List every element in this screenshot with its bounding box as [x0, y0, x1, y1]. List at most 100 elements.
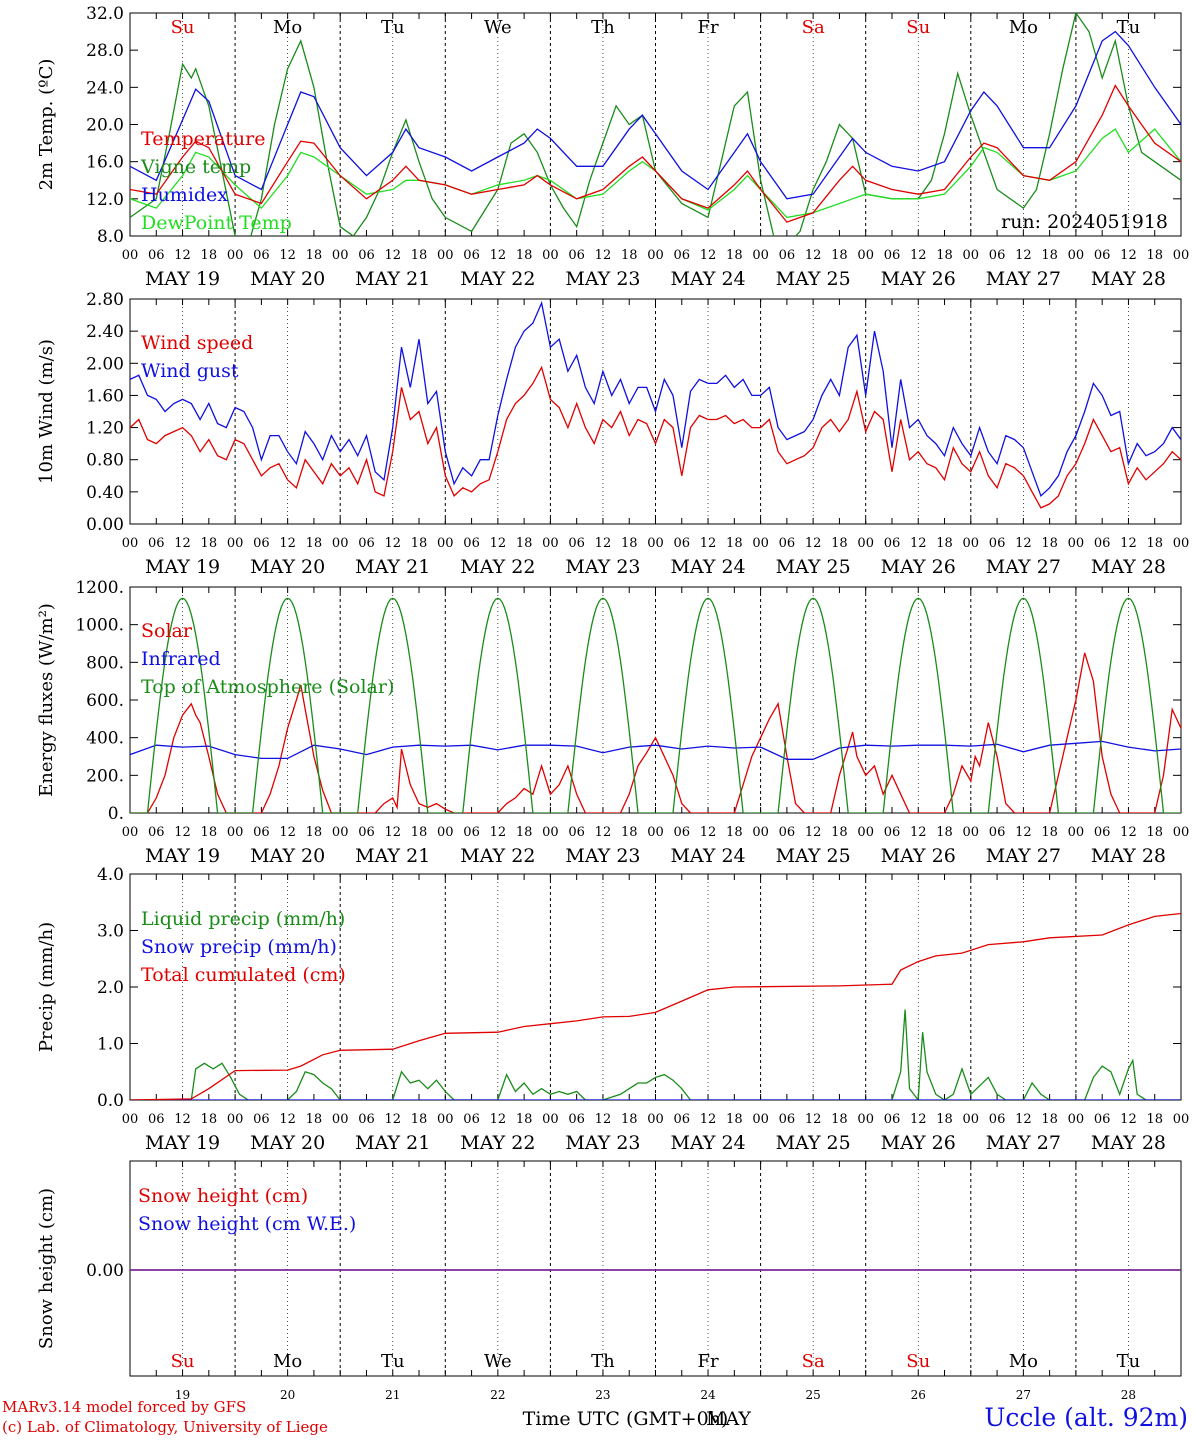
hour-tick-label: 00: [227, 248, 244, 263]
hour-tick-label: 00: [1173, 248, 1190, 263]
hour-tick-label: 00: [857, 248, 874, 263]
day-of-week-label: Tu: [1117, 17, 1141, 38]
y-tick-label: 1200.: [75, 578, 124, 598]
y-tick-label: 1.20: [86, 419, 124, 439]
hour-tick-label: 18: [411, 536, 428, 551]
date-label: MAY 25: [776, 556, 851, 578]
hour-tick-label: 12: [700, 1112, 717, 1127]
hour-tick-label: 12: [384, 536, 401, 551]
hour-tick-label: 00: [1068, 825, 1085, 840]
hour-tick-label: 06: [568, 248, 585, 263]
hour-tick-label: 06: [884, 1112, 901, 1127]
day-number-label: 25: [806, 1388, 821, 1402]
y-tick-label: 0.0: [97, 1091, 124, 1111]
hour-tick-label: 00: [542, 1112, 559, 1127]
y-axis-label: 2m Temp. (ºC): [36, 59, 57, 191]
hour-tick-label: 06: [779, 248, 796, 263]
series-line-top-of-atmosphere-solar-: [130, 597, 1181, 813]
y-tick-label: 1.60: [86, 386, 124, 406]
hour-tick-label: 00: [437, 248, 454, 263]
date-label: MAY 19: [145, 556, 220, 578]
legend-entry: Wind gust: [141, 360, 239, 382]
date-label: MAY 22: [460, 268, 535, 290]
y-tick-label: 800.: [86, 653, 124, 673]
hour-tick-label: 00: [647, 248, 664, 263]
date-label: MAY 19: [145, 1132, 220, 1154]
y-tick-label: 1.0: [97, 1035, 124, 1055]
hour-tick-label: 06: [568, 536, 585, 551]
y-tick-label: 3.0: [97, 922, 124, 942]
hour-tick-label: 18: [201, 1112, 218, 1127]
hour-tick-label: 12: [490, 825, 507, 840]
y-axis-label: 10m Wind (m/s): [36, 339, 57, 484]
hour-tick-label: 00: [332, 536, 349, 551]
hour-tick-label: 06: [1094, 248, 1111, 263]
hour-tick-label: 00: [227, 536, 244, 551]
hour-tick-label: 18: [831, 825, 848, 840]
hour-tick-label: 00: [857, 825, 874, 840]
y-tick-label: 0.00: [86, 1261, 124, 1281]
hour-tick-label: 18: [726, 536, 743, 551]
hour-tick-label: 18: [1146, 536, 1163, 551]
hour-tick-label: 06: [568, 825, 585, 840]
hour-tick-label: 06: [568, 1112, 585, 1127]
date-label: MAY 21: [355, 1132, 430, 1154]
hour-tick-label: 18: [1041, 536, 1058, 551]
y-tick-label: 8.0: [97, 227, 124, 247]
date-label: MAY 22: [460, 845, 535, 867]
hour-tick-label: 06: [253, 248, 270, 263]
legend-entry: Snow height (cm W.E.): [138, 1213, 356, 1235]
legend-entry: Vigne temp: [140, 156, 251, 178]
hour-tick-label: 12: [279, 825, 296, 840]
legend-entry: DewPoint Temp: [141, 212, 292, 234]
hour-tick-label: 12: [384, 248, 401, 263]
date-label: MAY 25: [776, 845, 851, 867]
y-tick-label: 0.00: [86, 515, 124, 535]
y-tick-label: 16.0: [86, 153, 124, 173]
date-label: MAY 19: [145, 845, 220, 867]
hour-tick-label: 12: [595, 536, 612, 551]
series-line-humidex: [130, 30, 1181, 200]
hour-tick-label: 06: [779, 825, 796, 840]
hour-tick-label: 06: [1094, 825, 1111, 840]
hour-tick-label: 18: [831, 248, 848, 263]
hour-tick-label: 00: [332, 825, 349, 840]
day-of-week-label: Fr: [698, 1351, 719, 1372]
hour-tick-label: 18: [621, 248, 638, 263]
hour-tick-label: 06: [884, 248, 901, 263]
y-tick-label: 20.0: [86, 116, 124, 136]
date-label: MAY 27: [986, 556, 1061, 578]
hour-tick-label: 12: [700, 536, 717, 551]
hour-tick-label: 18: [306, 1112, 323, 1127]
hour-tick-label: 18: [831, 536, 848, 551]
hour-tick-label: 18: [516, 1112, 533, 1127]
day-of-week-label: Mo: [1009, 17, 1038, 38]
day-of-week-label: Su: [906, 1351, 930, 1372]
hour-tick-label: 18: [936, 248, 953, 263]
date-label: MAY 23: [565, 556, 640, 578]
hour-tick-label: 00: [1068, 536, 1085, 551]
series-line-infrared: [130, 740, 1181, 760]
hour-tick-label: 12: [910, 1112, 927, 1127]
date-label: MAY 28: [1091, 1132, 1166, 1154]
legend-entry: Snow precip (mm/h): [141, 936, 337, 958]
date-label: MAY 20: [250, 1132, 325, 1154]
hour-tick-label: 12: [279, 1112, 296, 1127]
y-tick-label: 0.: [108, 804, 124, 824]
date-label: MAY 28: [1091, 845, 1166, 867]
hour-tick-label: 06: [674, 825, 691, 840]
hour-tick-label: 18: [936, 1112, 953, 1127]
hour-tick-label: 06: [884, 536, 901, 551]
hour-tick-label: 12: [174, 1112, 191, 1127]
hour-tick-label: 00: [227, 1112, 244, 1127]
hour-tick-label: 06: [674, 536, 691, 551]
legend-entry: Total cumulated (cm): [141, 964, 346, 986]
hour-tick-label: 00: [332, 1112, 349, 1127]
day-number-label: 21: [385, 1388, 400, 1402]
hour-tick-label: 06: [463, 248, 480, 263]
hour-tick-label: 18: [1041, 1112, 1058, 1127]
day-of-week-label: Mo: [1009, 1351, 1038, 1372]
y-tick-label: 0.80: [86, 451, 124, 471]
hour-tick-label: 18: [306, 248, 323, 263]
